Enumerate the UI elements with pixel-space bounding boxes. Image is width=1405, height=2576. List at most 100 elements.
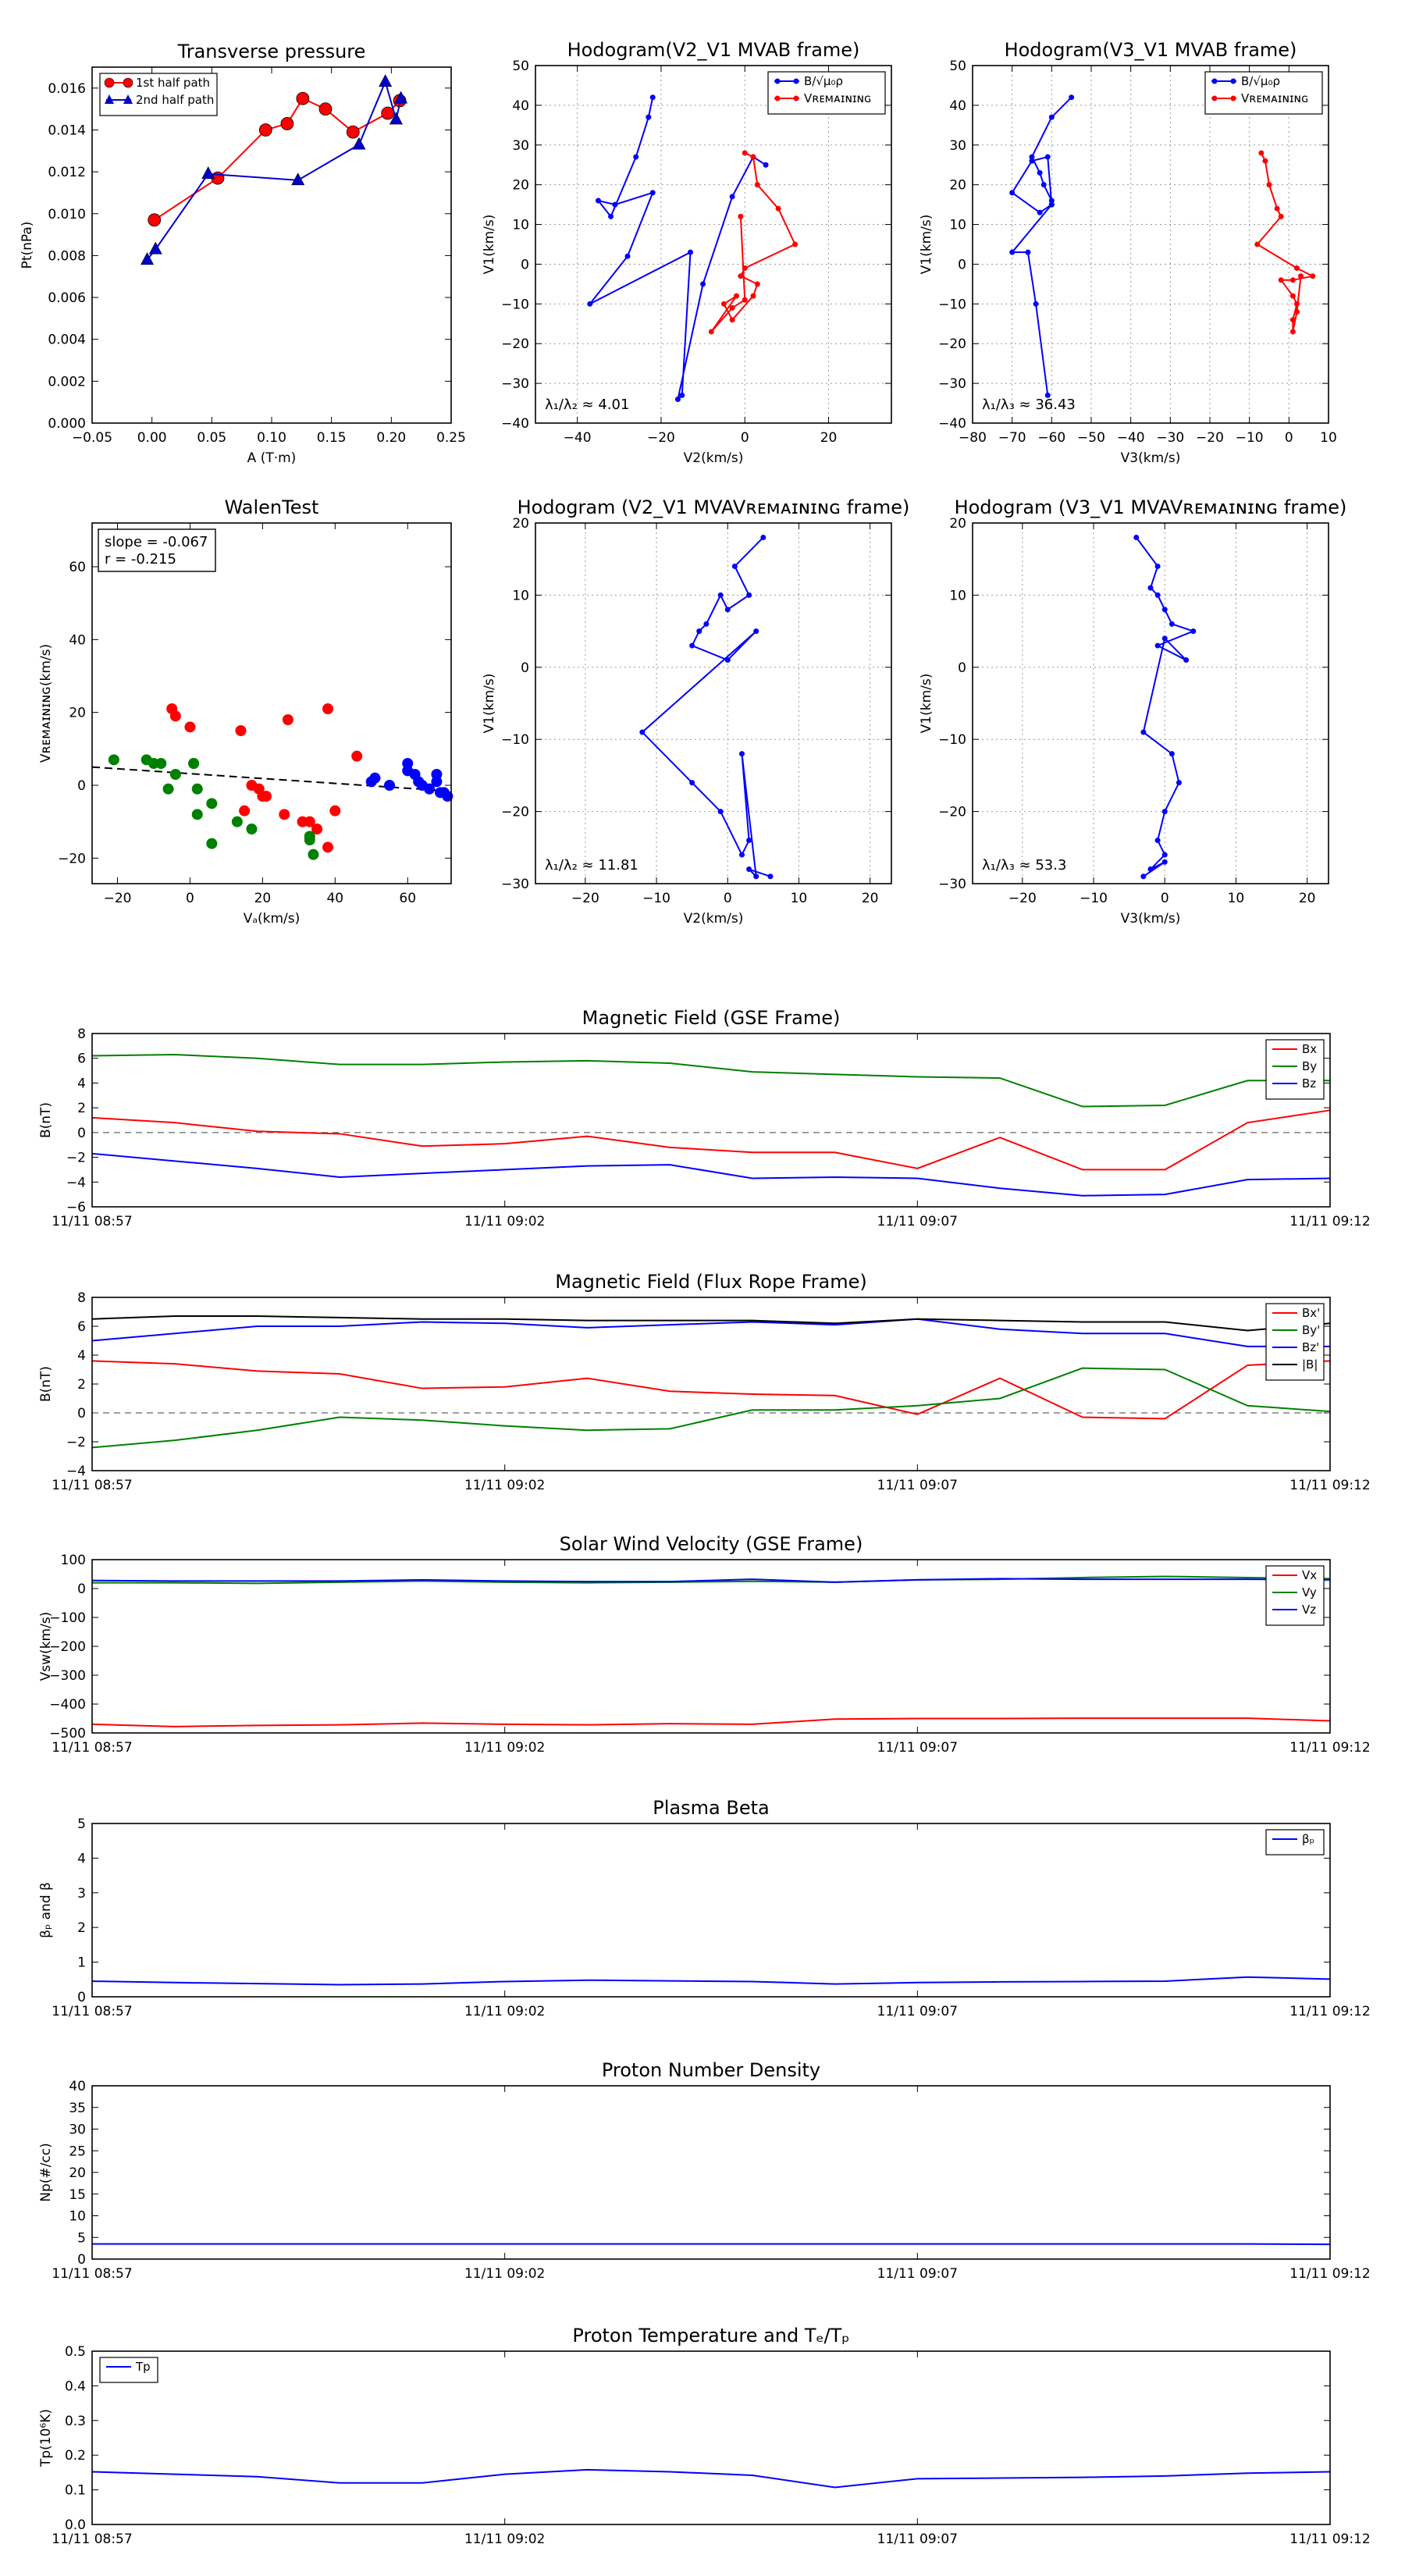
x-tick-label: 11/11 09:02 — [464, 1478, 545, 1493]
y-tick-label: 40 — [949, 98, 966, 114]
data-point — [1310, 273, 1316, 279]
data-point — [346, 125, 360, 139]
data-point — [169, 769, 181, 780]
data-point — [738, 213, 744, 219]
data-point — [1029, 154, 1035, 160]
data-point — [1298, 273, 1304, 279]
data-point — [148, 213, 162, 227]
series-line — [154, 97, 400, 221]
data-point — [308, 849, 319, 860]
data-point — [246, 824, 258, 834]
data-point — [280, 117, 294, 130]
data-point — [760, 534, 767, 540]
x-tick-label: 11/11 09:07 — [877, 1214, 958, 1229]
y-tick-label: 50 — [949, 59, 966, 74]
annotation-box — [98, 528, 216, 572]
y-tick-label: 2 — [77, 1377, 86, 1393]
x-tick-label: −10 — [1080, 891, 1108, 906]
data-point — [624, 253, 631, 259]
chart-title: Hodogram(V3_V1 MVAB frame) — [1005, 39, 1297, 61]
series-0 — [166, 703, 363, 853]
plot-frame — [91, 522, 452, 884]
y-tick-label: 0.2 — [65, 2448, 86, 2464]
y-tick-label: −20 — [938, 805, 966, 820]
data-point — [763, 162, 769, 168]
legend-marker — [1211, 78, 1218, 84]
x-tick-label: 11/11 09:02 — [464, 2004, 545, 2019]
plot-frame — [972, 522, 1329, 884]
data-point — [649, 190, 656, 196]
y-tick-label: 0.002 — [48, 374, 86, 390]
legend-label: By — [1302, 1059, 1317, 1073]
x-tick-label: 11/11 08:57 — [52, 2266, 132, 2282]
y-tick-label: −300 — [49, 1668, 86, 1684]
y-tick-label: 0.3 — [65, 2414, 86, 2429]
data-point — [442, 791, 454, 802]
data-point — [674, 396, 681, 402]
legend: Tp — [99, 2357, 158, 2383]
y-tick-label: 0 — [77, 1990, 86, 2005]
data-point — [1154, 642, 1161, 649]
data-point — [379, 74, 393, 87]
y-tick-label: 0.014 — [48, 123, 86, 138]
legend-marker — [793, 78, 799, 84]
data-point — [381, 106, 395, 120]
legend-box — [1204, 71, 1323, 115]
series-2 — [91, 1318, 1330, 1347]
data-point — [424, 783, 436, 795]
series-0 — [91, 2468, 1331, 2489]
data-point — [235, 725, 247, 736]
y-tick-label: 1 — [77, 1955, 86, 1971]
x-tick-label: −0.05 — [72, 430, 112, 446]
y-tick-label: 0.004 — [48, 333, 86, 348]
data-point — [369, 772, 381, 784]
data-point — [148, 241, 162, 254]
data-point — [731, 563, 738, 569]
data-point — [201, 166, 215, 180]
y-tick-label: 2 — [77, 1920, 86, 1936]
y-tick-label: 50 — [512, 59, 529, 74]
x-tick-label: 11/11 09:07 — [877, 2532, 958, 2547]
data-point — [329, 805, 341, 817]
data-point — [1009, 190, 1016, 196]
data-point — [1147, 866, 1154, 873]
data-point — [1029, 158, 1035, 164]
x-tick-label: 11/11 09:07 — [877, 2266, 958, 2282]
chart-np: Proton Number Density 11/11 08:57 11/11 09… — [38, 2059, 1371, 2282]
y-tick-label: −30 — [501, 877, 529, 892]
series-0 — [91, 1109, 1331, 1171]
data-point — [1161, 852, 1168, 858]
x-tick-label: 11/11 08:57 — [52, 2532, 132, 2547]
legend-label: Bx — [1302, 1042, 1317, 1056]
data-point — [1040, 182, 1047, 188]
data-point — [1048, 201, 1055, 208]
y-tick-label: 0.000 — [48, 416, 86, 432]
data-point — [1289, 293, 1296, 299]
chart-vsw: Solar Wind Velocity (GSE Frame) 11/11 08:… — [38, 1533, 1371, 1756]
chart-hodo4: Hodogram (V3_V1 MVAVʀᴇᴍᴀɪɴɪɴɢ frame) −20 −… — [919, 496, 1346, 927]
fit-line — [91, 766, 452, 792]
data-point — [750, 293, 756, 299]
data-point — [729, 317, 735, 323]
y-tick-label: −2 — [66, 1151, 86, 1166]
x-tick-label: −20 — [1196, 430, 1224, 446]
data-point — [1048, 114, 1055, 120]
x-tick-label: −50 — [1077, 430, 1105, 446]
data-point — [1161, 859, 1168, 865]
x-tick-label: −40 — [564, 430, 592, 446]
x-tick-label: 0.20 — [376, 430, 406, 446]
plot-frame — [972, 65, 1329, 424]
annotation-text: λ₁/λ₃ ≈ 53.3 — [982, 857, 1066, 873]
x-tick-label: 20 — [820, 430, 838, 446]
plot-frame — [535, 522, 892, 884]
x-tick-label: −80 — [959, 430, 987, 446]
data-point — [191, 783, 203, 795]
data-point — [1037, 209, 1043, 215]
data-point — [746, 592, 752, 598]
x-tick-label: 11/11 09:02 — [464, 2266, 545, 2282]
data-point — [297, 816, 308, 827]
x-tick-label: 0 — [724, 891, 732, 906]
data-point — [1258, 150, 1264, 156]
data-point — [746, 838, 752, 844]
series-1 — [708, 150, 799, 335]
